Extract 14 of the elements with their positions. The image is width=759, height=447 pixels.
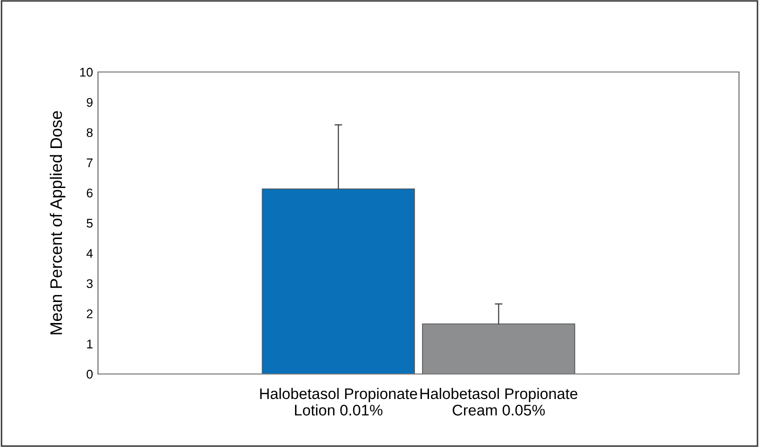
x-tick-label: Halobetasol Propionate Lotion 0.01% — [260, 388, 418, 416]
y-tick-label: 8 — [86, 128, 93, 138]
x-tick-label: Halobetasol Propionate Cream 0.05% — [420, 388, 578, 416]
y-tick-label: 6 — [86, 188, 93, 198]
y-tick-label: 7 — [86, 158, 93, 168]
y-axis-title: Mean Percent of Applied Dose — [50, 111, 66, 334]
y-tick-label: 4 — [86, 249, 93, 258]
y-tick-label: 0 — [86, 370, 93, 379]
y-tick-label: 3 — [86, 279, 93, 288]
y-tick-label: 10 — [80, 68, 93, 77]
y-tick-label: 2 — [86, 309, 93, 318]
y-tick-label: 1 — [87, 340, 93, 348]
y-tick-label: 5 — [86, 218, 93, 228]
y-tick-label: 9 — [86, 98, 93, 107]
